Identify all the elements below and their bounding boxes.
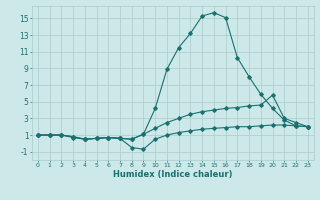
X-axis label: Humidex (Indice chaleur): Humidex (Indice chaleur) xyxy=(113,170,233,179)
